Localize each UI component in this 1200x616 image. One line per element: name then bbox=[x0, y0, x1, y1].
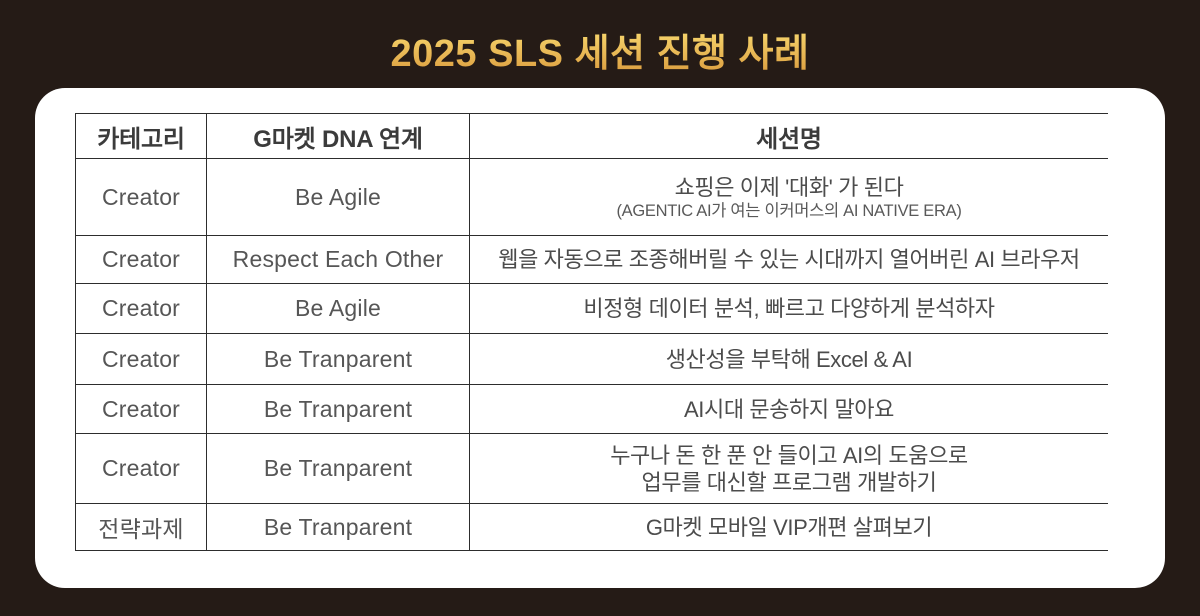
category-cell: Creator bbox=[75, 235, 207, 284]
session-title: 누구나 돈 한 푼 안 들이고 AI의 도움으로 bbox=[610, 442, 968, 468]
table-row: Creator Be Tranparent AI시대 문송하지 말아요 bbox=[75, 384, 1109, 434]
dna-cell: Be Tranparent bbox=[206, 333, 470, 385]
session-cell: 웹을 자동으로 조종해버릴 수 있는 시대까지 열어버린 AI 브라우저 bbox=[470, 236, 1109, 284]
session-title: 쇼핑은 이제 '대화' 가 된다 bbox=[674, 174, 904, 200]
table-header-row: 카테고리 G마켓 DNA 연계 세션명 bbox=[75, 113, 1108, 159]
category-cell: Creator bbox=[75, 384, 207, 434]
category-cell: Creator bbox=[75, 158, 207, 236]
category-label: Creator bbox=[101, 246, 181, 272]
session-title: 웹을 자동으로 조종해버릴 수 있는 시대까지 열어버린 AI 브라우저 bbox=[498, 247, 1080, 272]
category-cell: Creator bbox=[75, 433, 207, 504]
session-title-line2: 업무를 대신할 프로그램 개발하기 bbox=[641, 469, 937, 495]
table-row: 전략과제 Be Tranparent G마켓 모바일 VIP개편 살펴보기 bbox=[75, 503, 1109, 551]
column-header-dna: G마켓 DNA 연계 bbox=[206, 113, 470, 159]
dna-label: Be Tranparent bbox=[263, 395, 413, 422]
session-title: 비정형 데이터 분석, 빠르고 다양하게 분석하자 bbox=[583, 296, 995, 321]
session-title: G마켓 모바일 VIP개편 살펴보기 bbox=[645, 514, 933, 540]
column-header-category: 카테고리 bbox=[75, 113, 207, 159]
category-cell: Creator bbox=[75, 333, 207, 385]
category-label: 전략과제 bbox=[98, 516, 184, 542]
session-title: 생산성을 부탁해 Excel & AI bbox=[665, 346, 913, 372]
table-row: Creator Be Tranparent 누구나 돈 한 푼 안 들이고 AI… bbox=[75, 433, 1109, 504]
table-row: Creator Be Tranparent 생산성을 부탁해 Excel & A… bbox=[75, 333, 1109, 385]
dna-label: Be Tranparent bbox=[263, 513, 413, 540]
page-title: 2025 SLS 세션 진행 사례 bbox=[0, 0, 1200, 77]
dna-cell: Be Tranparent bbox=[206, 503, 470, 551]
category-label: Creator bbox=[101, 295, 181, 321]
dna-label: Be Tranparent bbox=[263, 455, 413, 481]
category-cell: 전략과제 bbox=[75, 503, 207, 551]
category-cell: Creator bbox=[75, 283, 207, 334]
table-row: Creator Be Agile 비정형 데이터 분석, 빠르고 다양하게 분석… bbox=[75, 283, 1109, 334]
session-cell: G마켓 모바일 VIP개편 살펴보기 bbox=[470, 504, 1109, 551]
dna-cell: Respect Each Other bbox=[206, 235, 470, 284]
session-cell: 쇼핑은 이제 '대화' 가 된다 (AGENTIC AI가 여는 이커머스의 A… bbox=[470, 159, 1109, 236]
slide: 2025 SLS 세션 진행 사례 카테고리 G마켓 DNA 연계 세션명 Cr… bbox=[0, 0, 1200, 588]
column-header-session: 세션명 bbox=[756, 125, 822, 153]
dna-cell: Be Agile bbox=[206, 283, 470, 334]
category-label: Creator bbox=[101, 455, 181, 481]
session-cell: 누구나 돈 한 푼 안 들이고 AI의 도움으로 업무를 대신할 프로그램 개발… bbox=[470, 434, 1109, 504]
dna-label: Be Tranparent bbox=[263, 345, 413, 372]
dna-cell: Be Agile bbox=[206, 158, 470, 236]
session-subtitle: (AGENTIC AI가 여는 이커머스의 AI NATIVE ERA) bbox=[616, 201, 962, 220]
session-title: AI시대 문송하지 말아요 bbox=[684, 396, 894, 422]
dna-cell: Be Tranparent bbox=[206, 433, 470, 504]
session-cell: 비정형 데이터 분석, 빠르고 다양하게 분석하자 bbox=[470, 284, 1109, 334]
category-label: Creator bbox=[101, 345, 181, 372]
session-cell: AI시대 문송하지 말아요 bbox=[470, 385, 1109, 434]
dna-label: Be Agile bbox=[295, 295, 381, 321]
dna-label: Respect Each Other bbox=[232, 246, 444, 272]
category-label: Creator bbox=[101, 395, 181, 422]
session-cell: 생산성을 부탁해 Excel & AI bbox=[470, 334, 1109, 385]
content-card: 카테고리 G마켓 DNA 연계 세션명 Creator Be Agile 쇼핑은… bbox=[35, 88, 1165, 588]
dna-label: Be Agile bbox=[295, 183, 381, 210]
category-label: Creator bbox=[101, 183, 181, 210]
sessions-table: 카테고리 G마켓 DNA 연계 세션명 Creator Be Agile 쇼핑은… bbox=[75, 113, 1108, 551]
table-row: Creator Be Agile 쇼핑은 이제 '대화' 가 된다 (AGENT… bbox=[75, 158, 1109, 236]
table-row: Creator Respect Each Other 웹을 자동으로 조종해버릴… bbox=[75, 235, 1109, 284]
dna-cell: Be Tranparent bbox=[206, 384, 470, 434]
